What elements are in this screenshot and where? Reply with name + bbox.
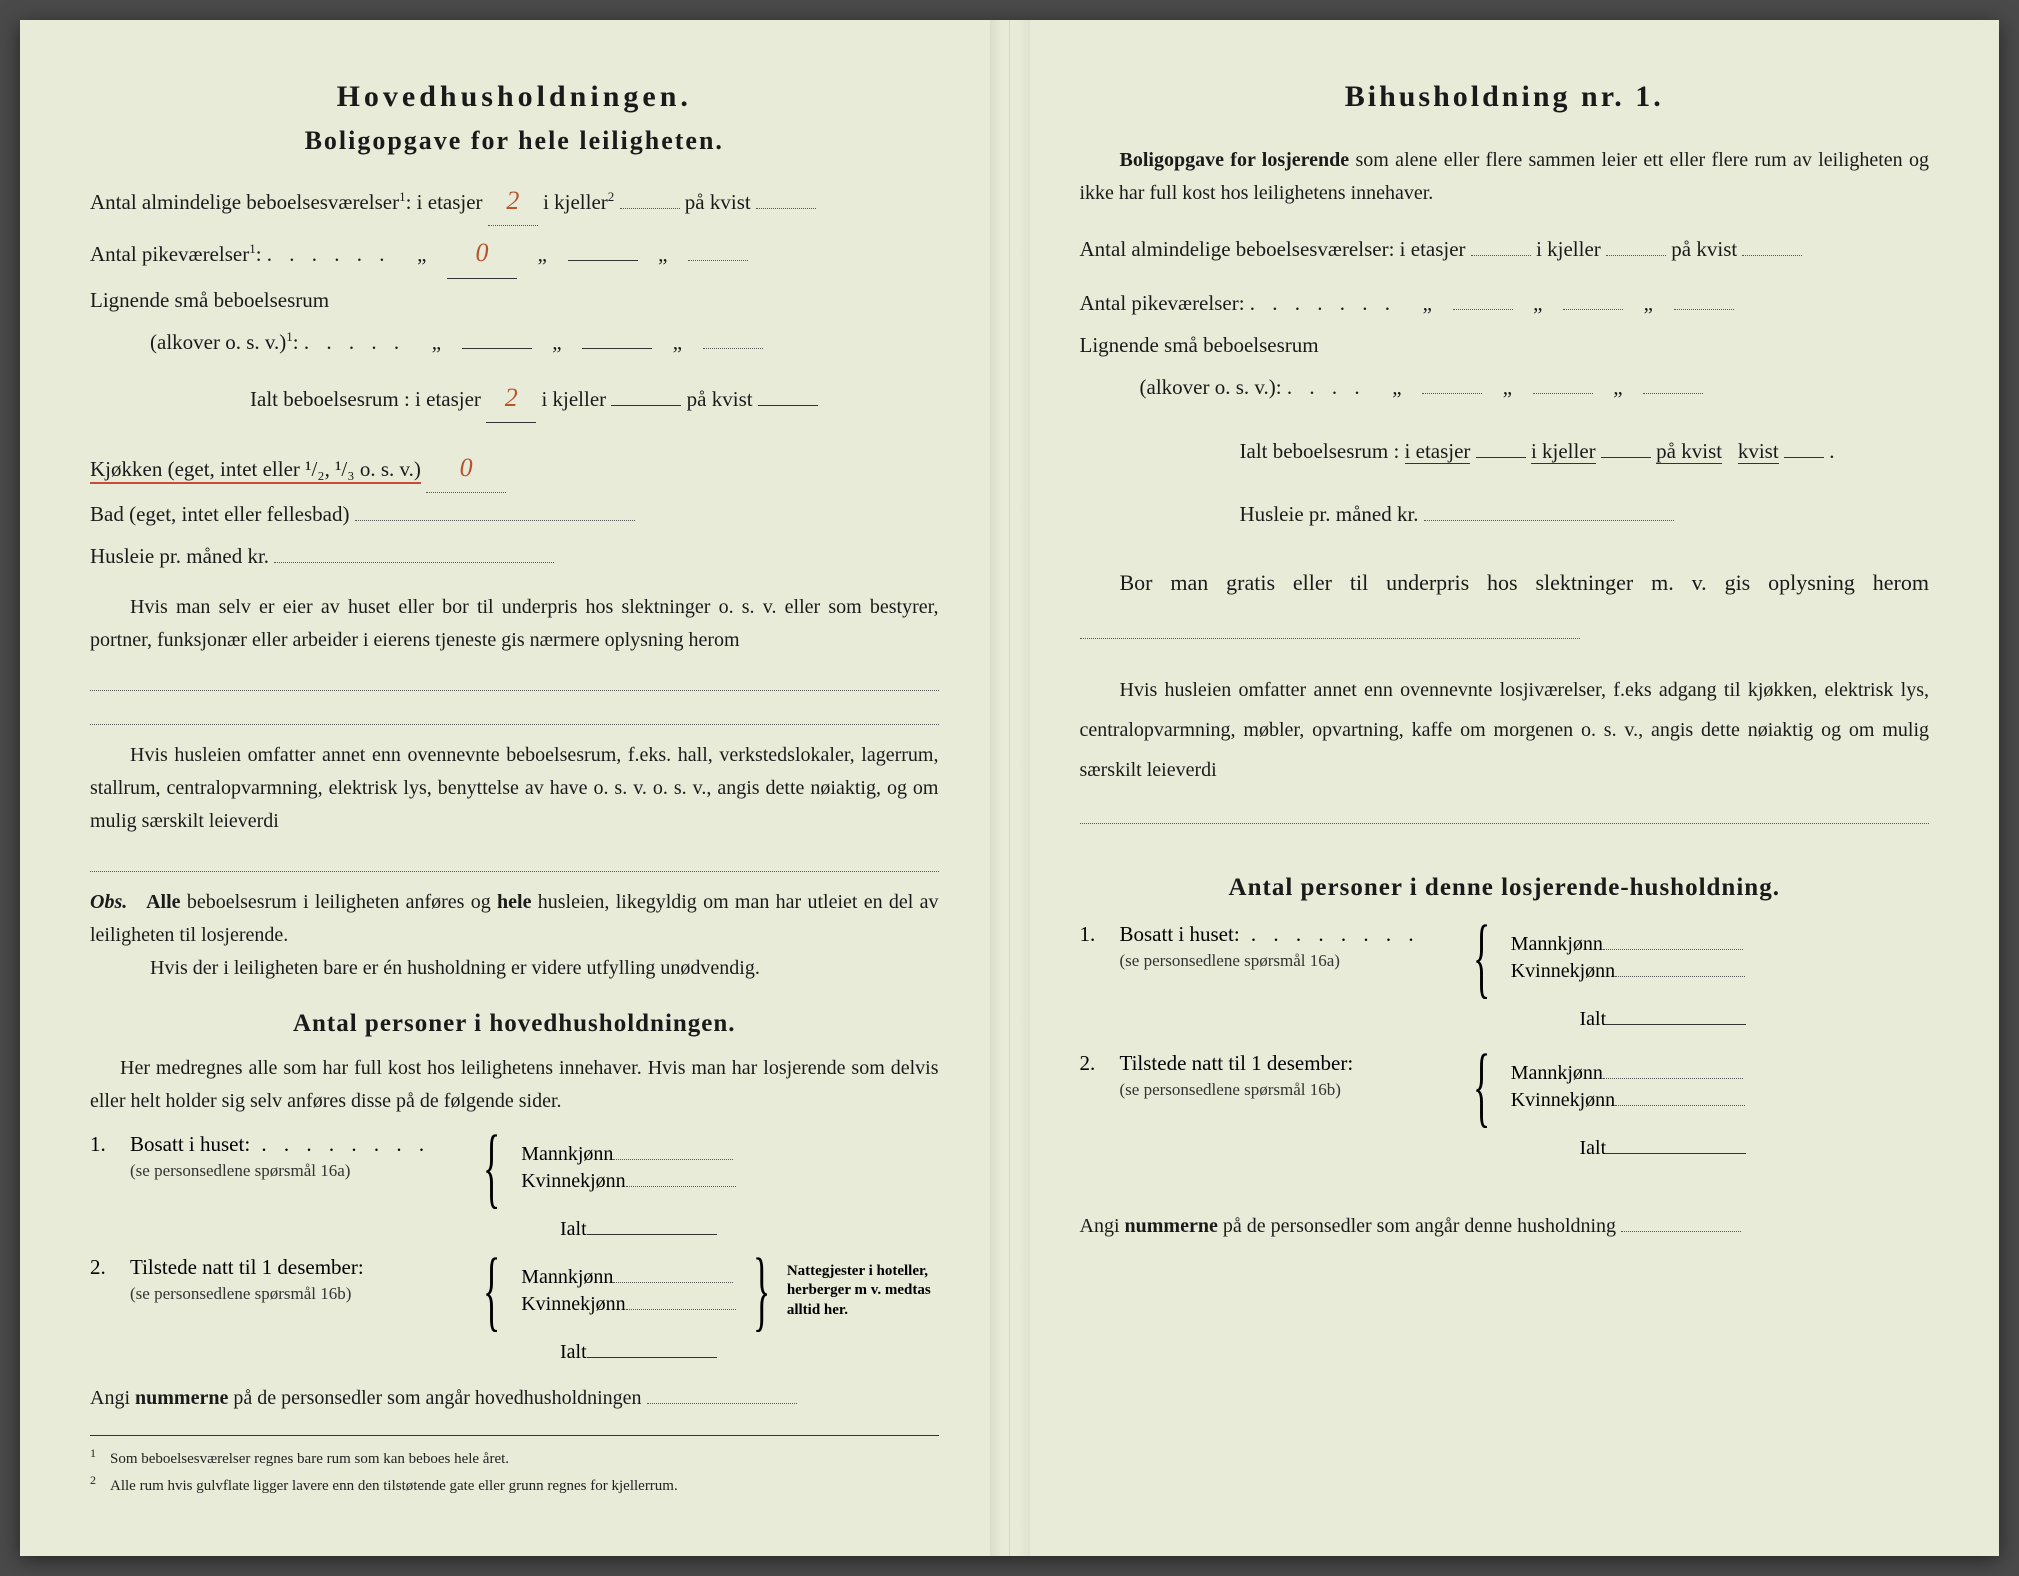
angi-nummerne-right: Angi nummerne på de personsedler som ang…: [1080, 1210, 1930, 1243]
field-p2-mann[interactable]: [613, 1282, 733, 1283]
r-field-p1-ialt[interactable]: [1606, 1024, 1746, 1025]
right-title: Bihusholdning nr. 1.: [1080, 80, 1930, 114]
left-page: Hovedhusholdningen. Boligopgave for hele…: [20, 20, 1010, 1556]
left-title-main: Hovedhusholdningen.: [90, 80, 939, 114]
row-beboelsesvaerelser: Antal almindelige beboelsesværelser1: i …: [90, 176, 939, 226]
field-bad[interactable]: [355, 520, 635, 521]
r-row-husleie: Husleie pr. måned kr.: [1080, 495, 1930, 535]
field-ialt-etasjer[interactable]: 2: [486, 373, 536, 423]
field-pike2[interactable]: [568, 260, 638, 261]
field-nummerne-left[interactable]: [647, 1403, 797, 1404]
brace-icon: {: [483, 1132, 500, 1204]
brace-icon: {: [1472, 1051, 1489, 1123]
row-husleie: Husleie pr. måned kr.: [90, 537, 939, 577]
row-pikevaerelser: Antal pikeværelser1: . . . . . . „ 0 „ „: [90, 228, 939, 278]
field-pike3[interactable]: [688, 260, 748, 261]
field-p1-mann[interactable]: [613, 1159, 733, 1160]
field-p2-ialt[interactable]: [587, 1357, 717, 1358]
field-alk3[interactable]: [703, 348, 763, 349]
angi-nummerne-left: Angi nummerne på de personsedler som ang…: [90, 1382, 939, 1415]
persons-row-2: 2. Tilstede natt til 1 desember: (se per…: [90, 1255, 939, 1327]
r-field-husleie[interactable]: [1424, 520, 1674, 521]
r-row-alkover: (alkover o. s. v.): . . . . „ „ „: [1080, 368, 1930, 408]
field-kjeller[interactable]: [620, 208, 680, 209]
right-page: Bihusholdning nr. 1. Boligopgave for los…: [1010, 20, 2000, 1556]
r-field-p2-kvinne[interactable]: [1615, 1105, 1745, 1106]
r-field-kvist[interactable]: [1742, 255, 1802, 256]
r-field-p1-mann[interactable]: [1603, 949, 1743, 950]
r-field-etasjer[interactable]: [1471, 255, 1531, 256]
r-section-title: Antal personer i denne losjerende-hushol…: [1080, 874, 1930, 902]
row-bad: Bad (eget, intet eller fellesbad): [90, 495, 939, 535]
section-antal-intro: Her medregnes alle som har full kost hos…: [90, 1052, 939, 1118]
r-field-pike2[interactable]: [1563, 309, 1623, 310]
row-kjokken: Kjøkken (eget, intet eller ¹/₂, ¹/₃ o. s…: [90, 443, 939, 493]
r-field-p2-mann[interactable]: [1603, 1078, 1743, 1079]
r-persons-row-1: 1. Bosatt i huset: . . . . . . . . (se p…: [1080, 922, 1930, 994]
obs-paragraph: Obs. Alle beboelsesrum i leiligheten anf…: [90, 886, 939, 985]
field-alk1[interactable]: [462, 348, 532, 349]
r-field-p1-kvinne[interactable]: [1615, 976, 1745, 977]
r-field-pike3[interactable]: [1674, 309, 1734, 310]
r-field-alk1[interactable]: [1422, 393, 1482, 394]
r-row-ialt: Ialt beboelsesrum : i etasjer i kjeller …: [1080, 432, 1930, 472]
section-antal-personer-title: Antal personer i hovedhusholdningen.: [90, 1010, 939, 1038]
r-field-gratis[interactable]: [1080, 638, 1580, 639]
r-field-pike1[interactable]: [1453, 309, 1513, 310]
r-para-gratis: Bor man gratis eller til underpris hos s…: [1080, 559, 1930, 656]
r-row-lignende: Lignende små beboelsesrum: [1080, 326, 1930, 366]
r-field-alk2[interactable]: [1533, 393, 1593, 394]
r-blank-line[interactable]: [1080, 804, 1930, 824]
field-kvist[interactable]: [756, 208, 816, 209]
left-title-sub: Boligopgave for hele leiligheten.: [90, 126, 939, 156]
r-row-beboelsesvaerelser: Antal almindelige beboelsesværelser: i e…: [1080, 230, 1930, 270]
row-ialt-beboelsesrum: Ialt beboelsesrum : i etasjer 2 i kjelle…: [90, 373, 939, 423]
r-para-omfatter: Hvis husleien omfatter annet enn ovennev…: [1080, 670, 1930, 790]
r-field-p2-ialt[interactable]: [1606, 1153, 1746, 1154]
right-intro: Boligopgave for losjerende som alene ell…: [1080, 144, 1930, 210]
r-field-ialt-kjeller[interactable]: [1601, 457, 1651, 458]
field-etasjer[interactable]: 2: [488, 176, 538, 226]
field-kjokken[interactable]: 0: [426, 443, 506, 493]
r-field-ialt-etasjer[interactable]: [1476, 457, 1526, 458]
field-husleie[interactable]: [274, 562, 554, 563]
field-ialt-kjeller[interactable]: [611, 405, 681, 406]
r-field-alk3[interactable]: [1643, 393, 1703, 394]
field-alk2[interactable]: [582, 348, 652, 349]
footnotes: 1Som beboelsesværelser regnes bare rum s…: [90, 1435, 939, 1497]
persons-row-1: 1. Bosatt i huset: . . . . . . . . (se p…: [90, 1132, 939, 1204]
field-ialt-kvist[interactable]: [758, 405, 818, 406]
brace-icon: {: [1472, 922, 1489, 994]
r-field-nummerne[interactable]: [1621, 1231, 1741, 1232]
row-lignende: Lignende små beboelsesrum: [90, 281, 939, 321]
blank-line-1[interactable]: [90, 671, 939, 691]
para-husleie-omfatter: Hvis husleien omfatter annet enn ovennev…: [90, 739, 939, 838]
field-p2-kvinne[interactable]: [626, 1309, 736, 1310]
r-field-kjeller[interactable]: [1606, 255, 1666, 256]
r-field-ialt-kvist[interactable]: [1784, 457, 1824, 458]
field-p1-ialt[interactable]: [587, 1234, 717, 1235]
blank-line-3[interactable]: [90, 852, 939, 872]
brace-icon: }: [753, 1255, 770, 1327]
r-persons-row-2: 2. Tilstede natt til 1 desember: (se per…: [1080, 1051, 1930, 1123]
census-form-document: Hovedhusholdningen. Boligopgave for hele…: [20, 20, 1999, 1556]
blank-line-2[interactable]: [90, 705, 939, 725]
brace-icon: {: [483, 1255, 500, 1327]
r-row-pike: Antal pikeværelser: . . . . . . . „ „ „: [1080, 284, 1930, 324]
sidenote-nattegjester: Nattegjester i hoteller, herberger m v. …: [787, 1262, 937, 1321]
row-alkover: (alkover o. s. v.)1: . . . . . „ „ „: [90, 323, 939, 363]
para-eier: Hvis man selv er eier av huset eller bor…: [90, 591, 939, 657]
field-p1-kvinne[interactable]: [626, 1186, 736, 1187]
field-pike[interactable]: 0: [447, 228, 517, 278]
